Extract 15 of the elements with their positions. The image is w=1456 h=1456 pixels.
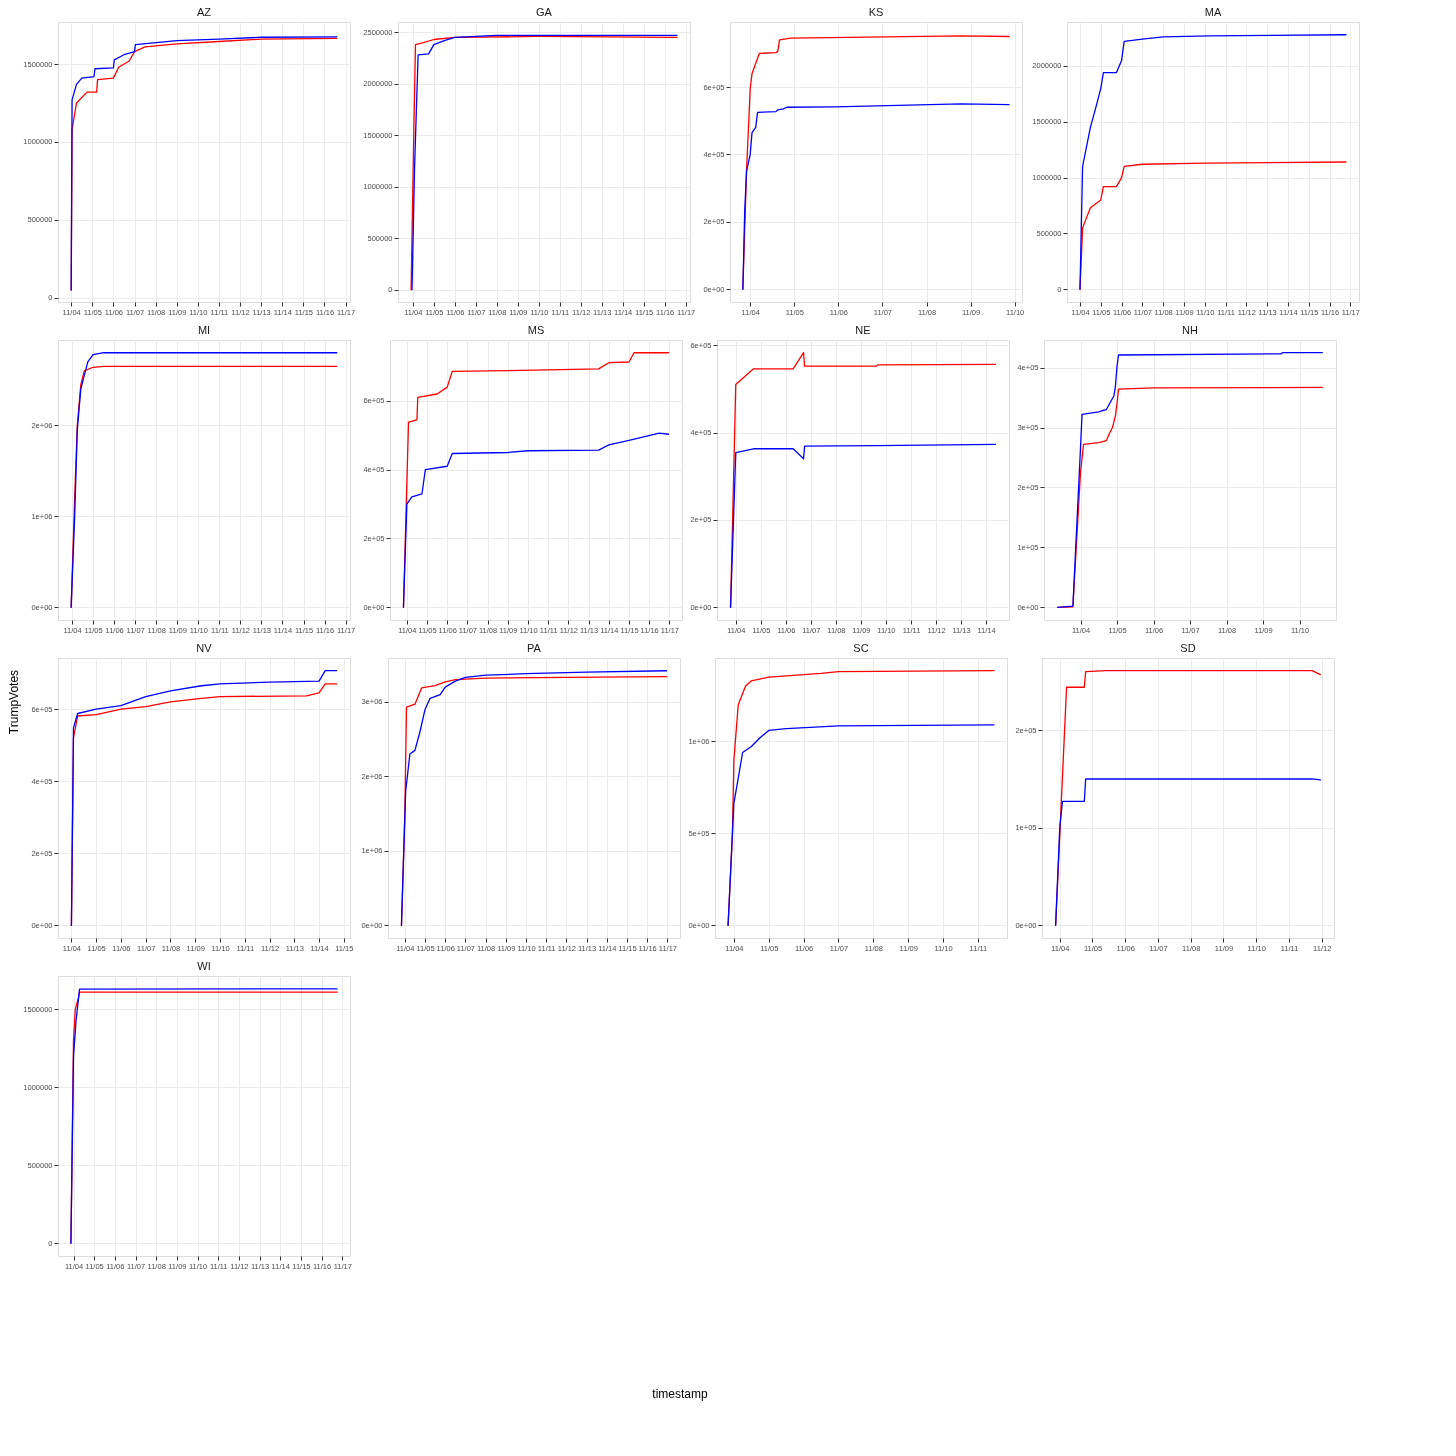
- chart-title: NE: [855, 324, 871, 336]
- chart-title: MA: [1204, 6, 1222, 18]
- chart-title: KS: [868, 6, 884, 18]
- x-axis-title: timestamp: [652, 1387, 708, 1401]
- chart-title: SD: [1180, 642, 1196, 654]
- chart-title: SC: [853, 642, 869, 654]
- chart-title: MI: [197, 324, 211, 336]
- chart-title: WI: [197, 960, 211, 972]
- y-axis-title: TrumpVotes: [7, 669, 21, 735]
- chart-title: PA: [527, 642, 542, 654]
- chart-title: NV: [196, 642, 213, 654]
- chart-title: AZ: [196, 6, 212, 18]
- chart-title: GA: [536, 6, 553, 18]
- chart-title: NH: [1182, 324, 1198, 336]
- chart-title: MS: [527, 324, 545, 336]
